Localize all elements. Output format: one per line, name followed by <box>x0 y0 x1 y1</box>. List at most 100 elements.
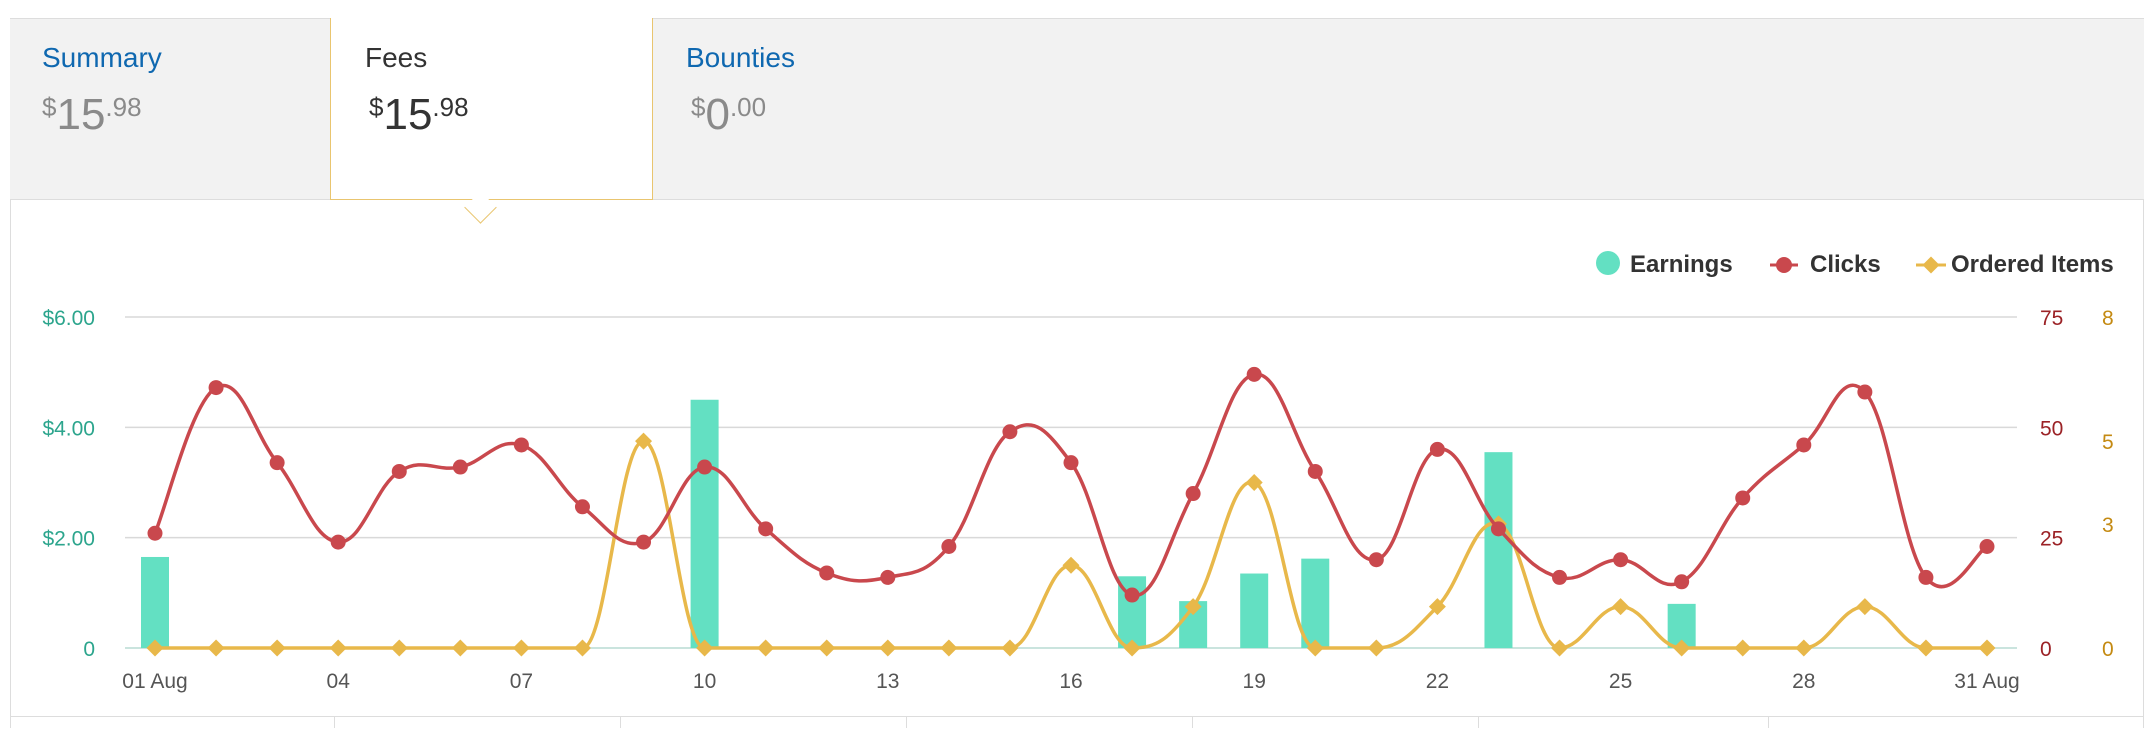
tab-summary-amount: $15.98 <box>42 90 142 140</box>
chart-legend: Earnings Clicks Ordered Items <box>1596 251 2114 278</box>
x-axis-tick-label: 07 <box>510 670 533 693</box>
ordered-items-point <box>1612 598 1630 616</box>
ordered-items-point <box>1856 598 1874 616</box>
clicks-point <box>941 538 957 554</box>
chart-grid <box>125 316 2017 649</box>
clicks-point <box>1674 574 1690 590</box>
x-axis-tick-label: 31 Aug <box>1954 670 2019 693</box>
footer-divider <box>1768 716 1769 728</box>
earnings-bars <box>141 399 1696 648</box>
footer-divider <box>334 716 335 728</box>
clicks-point <box>1124 587 1140 603</box>
clicks-point <box>880 569 896 585</box>
clicks-point <box>574 499 590 515</box>
x-axis-tick-label: 04 <box>327 670 351 693</box>
ordered-items-point <box>1978 639 1996 657</box>
right-axis-clicks-tick-label: 50 <box>2040 417 2063 440</box>
clicks-point <box>147 525 163 541</box>
legend-ordered-label: Ordered Items <box>1951 251 2114 278</box>
chart-axes: 0 $2.00 $4.00 $6.00 0 25 50 75 0 3 5 8 01 Aug 04 07 10 1… <box>42 307 2113 693</box>
clicks-point <box>758 521 774 537</box>
ordered-items-point <box>329 639 347 657</box>
clicks-point <box>1185 486 1201 502</box>
left-axis-tick-label: $6.00 <box>42 307 95 330</box>
right-axis-clicks-tick-label: 75 <box>2040 307 2063 330</box>
clicks-point <box>697 459 713 475</box>
left-axis-tick-label: $2.00 <box>42 528 95 551</box>
ordered-items-point <box>573 639 591 657</box>
ordered-items-point <box>268 639 286 657</box>
clicks-point <box>636 534 652 550</box>
ordered-items-point <box>1428 598 1446 616</box>
ordered-items-point <box>512 639 530 657</box>
right-axis-clicks-tick-label: 0 <box>2040 638 2052 661</box>
earnings-bar <box>1301 558 1330 648</box>
ordered-items-point <box>1367 639 1385 657</box>
clicks-point <box>452 459 468 475</box>
ordered-items-point <box>1551 639 1569 657</box>
tab-summary[interactable]: Summary $15.98 <box>10 18 330 200</box>
earnings-bar <box>690 399 719 648</box>
ordered-items-point <box>879 639 897 657</box>
clicks-point <box>1368 552 1384 568</box>
clicks-point <box>1307 463 1323 479</box>
clicks-point <box>1002 424 1018 440</box>
ordered-items-point <box>1184 598 1202 616</box>
ordered-items-point <box>1734 639 1752 657</box>
ordered-items-point <box>1062 556 1080 574</box>
legend-earnings-icon <box>1596 251 1620 275</box>
x-axis-tick-label: 19 <box>1243 670 1266 693</box>
x-axis-tick-label: 16 <box>1059 670 1082 693</box>
right-axis-items-tick-label: 8 <box>2102 307 2114 330</box>
clicks-point <box>1490 521 1506 537</box>
tab-bounties-cents: .00 <box>729 92 767 122</box>
legend-clicks-icon <box>1776 257 1792 273</box>
ordered-items-point <box>818 639 836 657</box>
tab-fees-label: Fees <box>365 42 428 73</box>
ordered-items-point <box>757 639 775 657</box>
earnings-bar <box>141 556 169 648</box>
ordered-items-point <box>1001 639 1019 657</box>
right-axis-items-tick-label: 3 <box>2102 514 2114 537</box>
legend-clicks-label: Clicks <box>1810 251 1881 278</box>
ordered-items-point <box>940 639 958 657</box>
clicks-point <box>208 380 224 396</box>
right-axis-items-tick-label: 0 <box>2102 638 2114 661</box>
footer-divider <box>620 716 621 728</box>
clicks-point <box>513 437 529 453</box>
clicks-point <box>1552 569 1568 585</box>
clicks-point <box>819 565 835 581</box>
x-axis-tick-label: 10 <box>693 670 716 693</box>
tab-summary-label: Summary <box>42 42 162 73</box>
clicks-point <box>1796 437 1812 453</box>
ordered-items-point <box>390 639 408 657</box>
tab-bounties-amount: $0.00 <box>691 90 766 140</box>
tab-fees[interactable]: Fees $15.98 <box>330 18 653 200</box>
left-axis-tick-label: $4.00 <box>42 417 95 440</box>
clicks-point <box>1246 366 1262 382</box>
tab-bounties-label: Bounties <box>686 42 795 73</box>
ordered-items-point <box>207 639 225 657</box>
tab-bounties[interactable]: Bounties $0.00 <box>653 18 973 200</box>
tab-fees-whole: 15 <box>383 90 433 139</box>
ordered-items-point <box>635 432 653 450</box>
left-axis-tick-label: 0 <box>83 638 95 661</box>
earnings-bar <box>1484 452 1513 648</box>
footer-divider <box>906 716 907 728</box>
right-axis-items-tick-label: 5 <box>2102 431 2114 454</box>
footer-divider <box>1478 716 1479 728</box>
clicks-point <box>1979 538 1995 554</box>
clicks-point <box>1063 455 1079 471</box>
x-axis-tick-label: 25 <box>1609 670 1632 693</box>
chart-lines <box>146 366 1996 657</box>
clicks-point <box>1918 569 1934 585</box>
earnings-bar <box>1240 573 1269 648</box>
ordered-items-point <box>1123 639 1141 657</box>
tab-summary-whole: 15 <box>56 90 106 139</box>
x-axis-tick-label: 13 <box>876 670 899 693</box>
tab-fees-cents: .98 <box>432 92 469 122</box>
tab-fees-amount: $15.98 <box>369 90 469 140</box>
clicks-point <box>391 463 407 479</box>
ordered-items-point <box>1917 639 1935 657</box>
